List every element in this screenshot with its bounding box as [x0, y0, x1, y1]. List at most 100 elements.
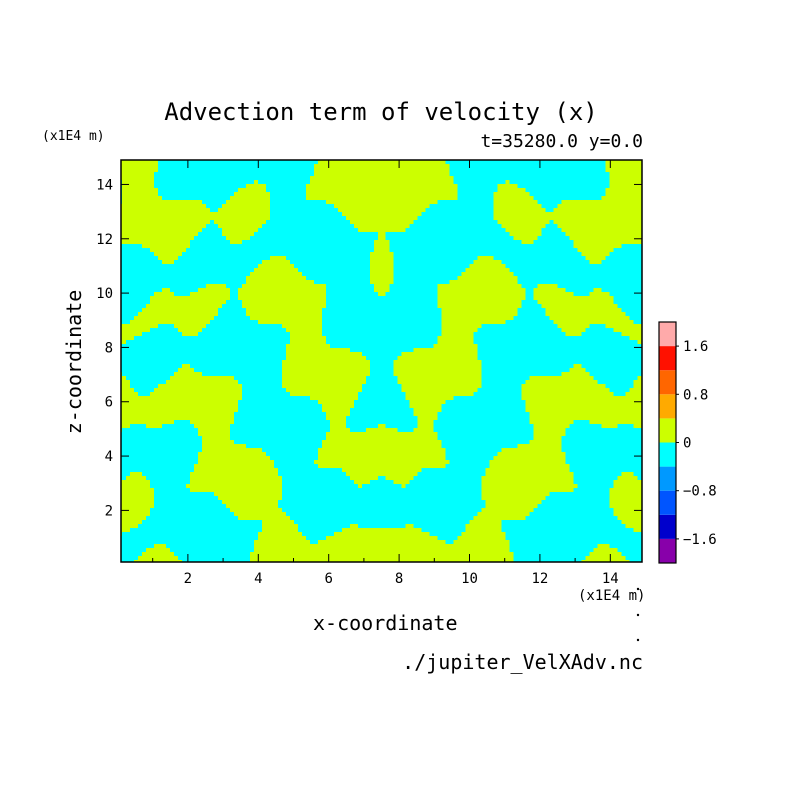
heatmap-cell — [233, 180, 238, 185]
heatmap-cell — [489, 220, 494, 225]
heatmap-cell — [269, 200, 274, 205]
heatmap-cell — [473, 296, 478, 301]
heatmap-cell — [425, 196, 430, 201]
heatmap-cell — [325, 200, 330, 205]
heatmap-cell — [625, 256, 630, 261]
heatmap-cell — [209, 264, 214, 269]
heatmap-cell — [153, 220, 158, 225]
heatmap-cell — [129, 212, 134, 217]
heatmap-cell — [129, 272, 134, 277]
heatmap-cell — [437, 232, 442, 237]
heatmap-cell — [465, 212, 470, 217]
heatmap-cell — [265, 160, 270, 165]
heatmap-cell — [169, 176, 174, 181]
heatmap-cell — [357, 216, 362, 221]
heatmap-cell — [569, 192, 574, 197]
heatmap-cell — [489, 160, 494, 165]
heatmap-cell — [409, 232, 414, 237]
heatmap-cell — [253, 288, 258, 293]
heatmap-cell — [445, 252, 450, 257]
heatmap-cell — [565, 264, 570, 269]
heatmap-cell — [493, 252, 498, 257]
heatmap-cell — [297, 208, 302, 213]
heatmap-cell — [569, 240, 574, 245]
heatmap-cell — [413, 184, 418, 189]
heatmap-cell — [581, 208, 586, 213]
heatmap-cell — [133, 204, 138, 209]
heatmap-cell — [361, 212, 366, 217]
heatmap-cell — [193, 276, 198, 281]
heatmap-cell — [337, 184, 342, 189]
heatmap-cell — [485, 208, 490, 213]
heatmap-cell — [573, 256, 578, 261]
heatmap-cell — [597, 268, 602, 273]
heatmap-cell — [401, 180, 406, 185]
heatmap-cell — [121, 268, 126, 273]
heatmap-cell — [525, 200, 530, 205]
heatmap-cell — [589, 244, 594, 249]
heatmap-cell — [601, 160, 606, 165]
heatmap-cell — [497, 204, 502, 209]
heatmap-cell — [185, 228, 190, 233]
heatmap-cell — [121, 180, 126, 185]
heatmap-cell — [561, 224, 566, 229]
heatmap-cell — [545, 244, 550, 249]
heatmap-cell — [281, 300, 286, 305]
heatmap-cell — [585, 268, 590, 273]
heatmap-cell — [289, 176, 294, 181]
heatmap-cell — [537, 212, 542, 217]
heatmap-cell — [269, 248, 274, 253]
heatmap-cell — [521, 280, 526, 285]
heatmap-cell — [393, 212, 398, 217]
heatmap-cell — [549, 304, 554, 309]
heatmap-cell — [205, 200, 210, 205]
heatmap-cell — [433, 180, 438, 185]
heatmap-cell — [205, 160, 210, 165]
heatmap-cell — [389, 212, 394, 217]
heatmap-cell — [145, 192, 150, 197]
heatmap-cell — [229, 276, 234, 281]
heatmap-cell — [469, 160, 474, 165]
heatmap-cell — [277, 252, 282, 257]
heatmap-cell — [505, 220, 510, 225]
heatmap-cell — [361, 292, 366, 297]
heatmap-cell — [553, 192, 558, 197]
heatmap-cell — [417, 200, 422, 205]
heatmap-cell — [449, 208, 454, 213]
heatmap-cell — [281, 216, 286, 221]
heatmap-cell — [417, 276, 422, 281]
heatmap-cell — [161, 204, 166, 209]
heatmap-cell — [141, 244, 146, 249]
heatmap-cell — [633, 200, 638, 205]
heatmap-cell — [317, 212, 322, 217]
heatmap-cell — [449, 228, 454, 233]
heatmap-cell — [229, 288, 234, 293]
heatmap-cell — [161, 180, 166, 185]
heatmap-cell — [513, 272, 518, 277]
heatmap-cell — [601, 224, 606, 229]
heatmap-cell — [633, 172, 638, 177]
heatmap-cell — [257, 296, 262, 301]
heatmap-cell — [349, 184, 354, 189]
heatmap-cell — [317, 240, 322, 245]
heatmap-cell — [445, 248, 450, 253]
heatmap-cell — [241, 264, 246, 269]
heatmap-cell — [489, 224, 494, 229]
heatmap-cell — [353, 288, 358, 293]
heatmap-cell — [573, 284, 578, 289]
heatmap-cell — [633, 168, 638, 173]
heatmap-cell — [537, 264, 542, 269]
heatmap-cell — [217, 240, 222, 245]
heatmap-cell — [129, 192, 134, 197]
heatmap-cell — [257, 292, 262, 297]
heatmap-cell — [441, 256, 446, 261]
heatmap-cell — [173, 268, 178, 273]
heatmap-cell — [221, 252, 226, 257]
heatmap-cell — [321, 304, 326, 309]
heatmap-cell — [301, 160, 306, 165]
heatmap-cell — [141, 228, 146, 233]
heatmap-cell — [293, 164, 298, 169]
heatmap-cell — [137, 216, 142, 221]
heatmap-cell — [245, 200, 250, 205]
heatmap-cell — [325, 208, 330, 213]
